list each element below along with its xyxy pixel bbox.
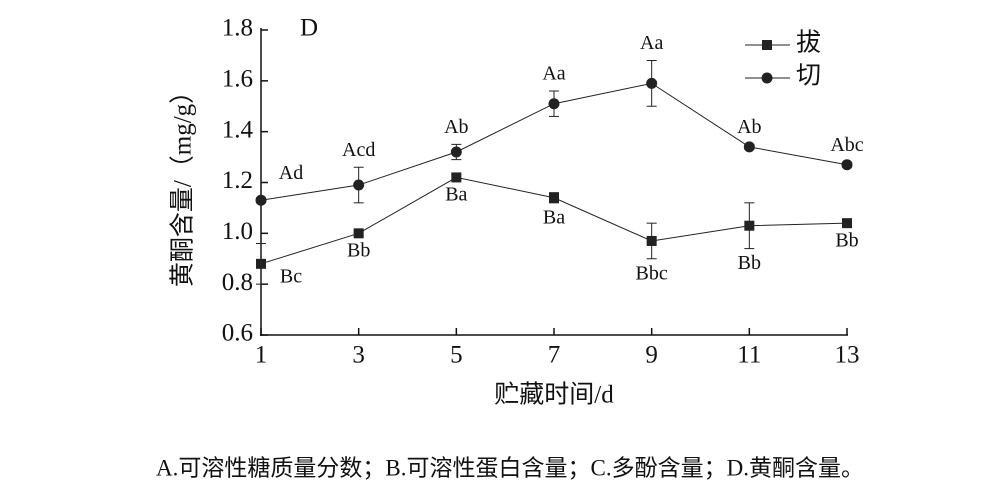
data-point bbox=[353, 228, 364, 239]
x-tick-label: 7 bbox=[548, 342, 561, 369]
data-point bbox=[451, 172, 462, 183]
point-label: Bb bbox=[835, 229, 858, 251]
point-label: Bb bbox=[738, 252, 761, 274]
point-label: Ab bbox=[444, 116, 468, 138]
data-point bbox=[353, 179, 365, 191]
point-label: Aa bbox=[542, 63, 565, 85]
point-label: Abc bbox=[830, 134, 863, 156]
y-tick-label: 1.6 bbox=[222, 66, 253, 93]
panel-label: D bbox=[300, 15, 318, 42]
point-label: Bb bbox=[347, 239, 370, 261]
legend-label: 切 bbox=[796, 63, 821, 90]
legend-label: 拔 bbox=[796, 29, 821, 57]
point-label: Ba bbox=[543, 206, 565, 228]
y-tick-label: 1.8 bbox=[222, 15, 253, 42]
x-tick-label: 5 bbox=[450, 342, 463, 369]
data-point bbox=[841, 159, 853, 171]
point-label: Bbc bbox=[636, 262, 668, 284]
data-point bbox=[549, 192, 559, 203]
point-label: Ab bbox=[737, 116, 761, 138]
legend-marker bbox=[762, 40, 772, 50]
y-axis-label: 黄酮含量/（mg/g） bbox=[169, 79, 197, 287]
data-point bbox=[255, 194, 267, 206]
y-tick-label: 1.2 bbox=[222, 167, 253, 194]
y-tick-label: 1.4 bbox=[222, 116, 254, 143]
point-label: Acd bbox=[342, 139, 375, 161]
point-label: Ba bbox=[445, 184, 467, 206]
y-tick-label: 0.8 bbox=[222, 269, 253, 296]
data-point bbox=[256, 258, 266, 269]
x-tick-label: 9 bbox=[645, 342, 658, 369]
x-tick-label: 11 bbox=[737, 342, 761, 369]
data-point bbox=[450, 146, 462, 158]
data-point bbox=[548, 98, 560, 110]
point-label: Bc bbox=[280, 265, 302, 287]
x-tick-label: 13 bbox=[835, 342, 860, 369]
data-point bbox=[842, 218, 852, 229]
data-point bbox=[744, 220, 755, 231]
data-point bbox=[743, 141, 755, 153]
data-point bbox=[646, 77, 658, 89]
caption: A.可溶性糖质量分数；B.可溶性蛋白含量；C.多酚含量；D.黄酮含量。 bbox=[156, 455, 864, 480]
x-tick-label: 3 bbox=[352, 342, 365, 369]
y-tick-label: 0.6 bbox=[222, 320, 253, 347]
y-tick-label: 1.0 bbox=[222, 218, 253, 245]
x-axis-label: 贮藏时间/d bbox=[494, 381, 614, 409]
data-point bbox=[646, 235, 657, 246]
x-tick-label: 1 bbox=[255, 342, 268, 369]
point-label: Aa bbox=[640, 32, 663, 54]
legend-marker bbox=[761, 72, 773, 84]
point-label: Ad bbox=[279, 162, 303, 184]
